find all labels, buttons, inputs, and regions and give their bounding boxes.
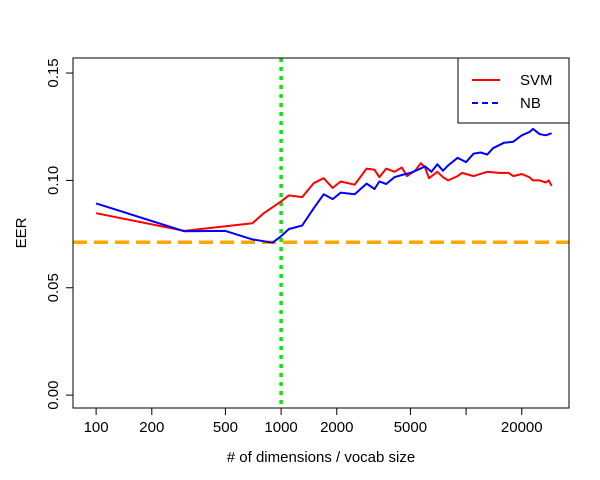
y-tick-label: 0.10 <box>45 166 62 195</box>
x-tick-label: 500 <box>213 419 238 436</box>
x-axis-title: # of dimensions / vocab size <box>227 449 415 466</box>
legend-box <box>457 57 570 124</box>
plot-area <box>73 58 569 408</box>
y-axis-title: EER <box>13 217 30 248</box>
y-tick-label: 0.00 <box>45 381 62 410</box>
legend: SVM NB <box>457 57 570 124</box>
nb-series-line <box>95 127 552 244</box>
y-tick-label: 0.05 <box>45 273 62 302</box>
axes: 100 200 500 1000 2000 5000 20000 0.00 0.05 0.10 0.… <box>45 58 543 436</box>
x-tick-label: 5000 <box>394 419 427 436</box>
x-tick-label: 200 <box>139 419 164 436</box>
x-tick-label: 2000 <box>320 419 353 436</box>
nb-legend-label: NB <box>520 95 541 112</box>
x-tick-label: 20000 <box>501 419 543 436</box>
y-tick-label: 0.15 <box>45 58 62 87</box>
x-tick-label: 100 <box>84 419 109 436</box>
svm-series-line <box>95 162 553 232</box>
x-tick-label: 1000 <box>264 419 297 436</box>
svm-legend-label: SVM <box>520 72 553 89</box>
